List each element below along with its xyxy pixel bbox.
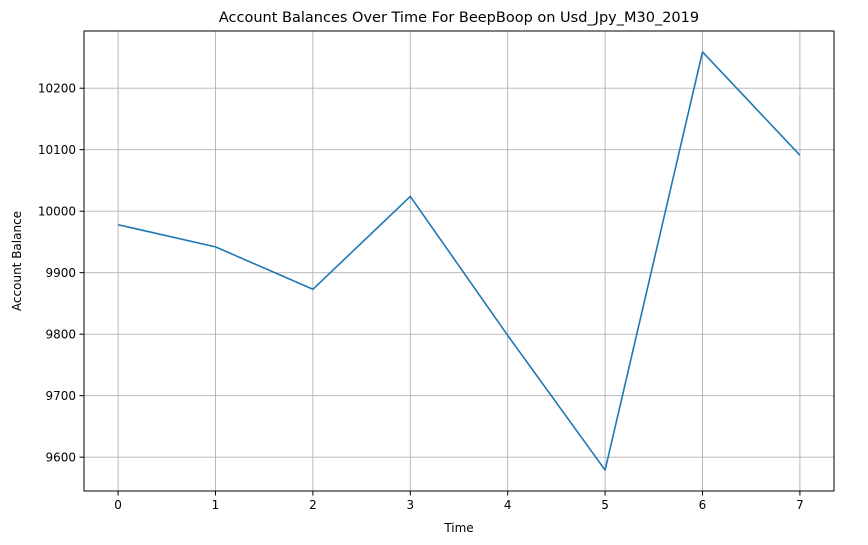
x-tick-label: 1 <box>212 498 220 512</box>
x-tick-label: 0 <box>114 498 122 512</box>
y-axis-title: Account Balance <box>10 211 24 311</box>
x-axis-title: Time <box>443 521 473 535</box>
x-tick-label: 4 <box>504 498 512 512</box>
series-line <box>117 51 801 471</box>
series-layer <box>117 51 801 471</box>
y-tick-label: 9700 <box>45 389 76 403</box>
chart-title: Account Balances Over Time For BeepBoop … <box>219 10 699 26</box>
x-tick-label: 5 <box>601 498 609 512</box>
x-tick-label: 6 <box>699 498 707 512</box>
y-tick-label: 10000 <box>38 204 76 218</box>
y-tick-label: 10100 <box>38 143 76 157</box>
y-tick-label: 9600 <box>45 450 76 464</box>
tick-layer: 0 1 2 3 4 5 6 7 9600 9700 9800 9900 10000 10100 10200 <box>38 81 804 512</box>
grid-lines <box>84 31 834 491</box>
x-tick-label: 2 <box>309 498 317 512</box>
x-tick-label: 7 <box>796 498 804 512</box>
y-tick-label: 9900 <box>45 266 76 280</box>
plot-frame <box>83 30 835 492</box>
y-tick-label: 10200 <box>38 81 76 95</box>
y-tick-label: 9800 <box>45 327 76 341</box>
x-tick-label: 3 <box>406 498 414 512</box>
